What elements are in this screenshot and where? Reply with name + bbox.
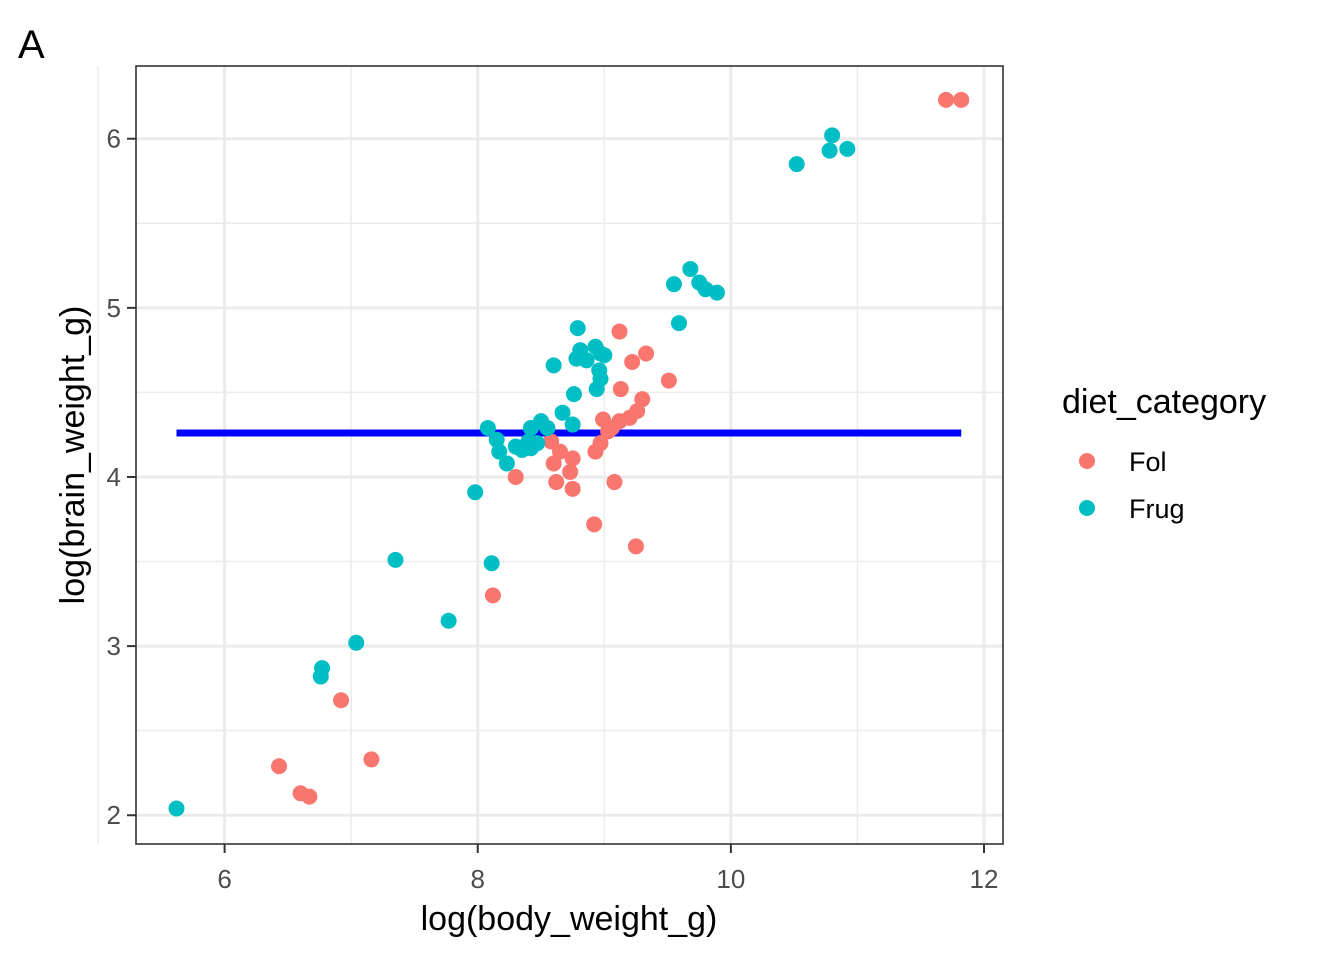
y-tick-label: 3 bbox=[107, 631, 121, 661]
data-point-frug bbox=[670, 315, 687, 332]
x-tick-label: 10 bbox=[716, 864, 745, 894]
data-point-fol bbox=[938, 91, 955, 108]
data-point-frug bbox=[564, 416, 581, 433]
x-tick-label: 6 bbox=[217, 864, 231, 894]
data-point-fol bbox=[953, 91, 970, 108]
panel-label: A bbox=[18, 23, 45, 67]
data-point-frug bbox=[839, 140, 856, 157]
data-point-frug bbox=[596, 347, 613, 364]
legend: diet_category Fol Frug bbox=[1062, 383, 1266, 524]
y-tick-label: 2 bbox=[107, 800, 121, 830]
data-point-fol bbox=[660, 372, 677, 389]
data-point-fol bbox=[564, 450, 581, 467]
y-tick-label: 6 bbox=[107, 124, 121, 154]
data-point-frug bbox=[545, 357, 562, 374]
data-point-fol bbox=[301, 788, 318, 805]
data-point-fol bbox=[606, 474, 623, 491]
data-point-fol bbox=[627, 538, 644, 555]
data-point-fol bbox=[552, 443, 569, 460]
data-point-frug bbox=[483, 555, 500, 572]
data-point-fol bbox=[624, 353, 641, 370]
grid-minor bbox=[97, 66, 1003, 844]
legend-label-fol: Fol bbox=[1129, 447, 1167, 477]
data-point-fol bbox=[545, 455, 562, 472]
data-point-frug bbox=[507, 438, 524, 455]
x-axis-label: log(body_weight_g) bbox=[421, 900, 718, 938]
data-point-frug bbox=[348, 634, 365, 651]
x-axis: 6 8 10 12 bbox=[217, 844, 998, 894]
data-point-fol bbox=[333, 692, 350, 709]
data-point-frug bbox=[682, 260, 699, 277]
data-point-frug bbox=[569, 320, 586, 337]
data-point-frug bbox=[665, 276, 682, 293]
data-point-frug bbox=[588, 381, 605, 398]
data-point-frug bbox=[168, 800, 185, 817]
data-point-frug bbox=[498, 455, 515, 472]
data-point-fol bbox=[548, 474, 565, 491]
data-point-frug bbox=[578, 352, 595, 369]
data-point-frug bbox=[522, 440, 539, 457]
data-point-fol bbox=[587, 443, 604, 460]
data-point-frug bbox=[387, 551, 404, 568]
data-point-frug bbox=[539, 419, 556, 436]
data-point-fol bbox=[507, 468, 524, 485]
data-point-frug bbox=[554, 404, 571, 421]
data-points bbox=[168, 91, 970, 817]
data-point-fol bbox=[562, 463, 579, 480]
x-tick-label: 8 bbox=[471, 864, 485, 894]
data-point-fol bbox=[363, 751, 380, 768]
legend-title: diet_category bbox=[1062, 383, 1266, 421]
data-point-fol bbox=[484, 587, 501, 604]
data-point-frug bbox=[479, 419, 496, 436]
legend-label-frug: Frug bbox=[1129, 494, 1185, 524]
plot-border bbox=[135, 65, 1004, 845]
data-point-fol bbox=[271, 758, 288, 775]
data-point-frug bbox=[440, 612, 457, 629]
legend-key-fol bbox=[1079, 453, 1095, 469]
data-point-frug bbox=[522, 419, 539, 436]
y-tick-label: 5 bbox=[107, 293, 121, 323]
legend-key-frug bbox=[1079, 500, 1095, 516]
data-point-frug bbox=[565, 386, 582, 403]
data-point-fol bbox=[612, 381, 629, 398]
data-point-frug bbox=[708, 284, 725, 301]
data-point-frug bbox=[788, 156, 805, 173]
data-point-frug bbox=[821, 142, 838, 159]
data-point-frug bbox=[491, 443, 508, 460]
data-point-frug bbox=[467, 484, 484, 501]
x-tick-label: 12 bbox=[970, 864, 999, 894]
data-point-fol bbox=[600, 423, 617, 440]
y-axis: 2 3 4 5 6 bbox=[107, 124, 136, 830]
data-point-frug bbox=[824, 127, 841, 144]
y-tick-label: 4 bbox=[107, 462, 121, 492]
data-point-fol bbox=[564, 480, 581, 497]
data-point-frug bbox=[312, 668, 329, 685]
data-point-fol bbox=[638, 345, 655, 362]
data-point-fol bbox=[586, 516, 603, 533]
data-point-fol bbox=[611, 323, 628, 340]
y-axis-label: log(brain_weight_g) bbox=[54, 306, 92, 605]
